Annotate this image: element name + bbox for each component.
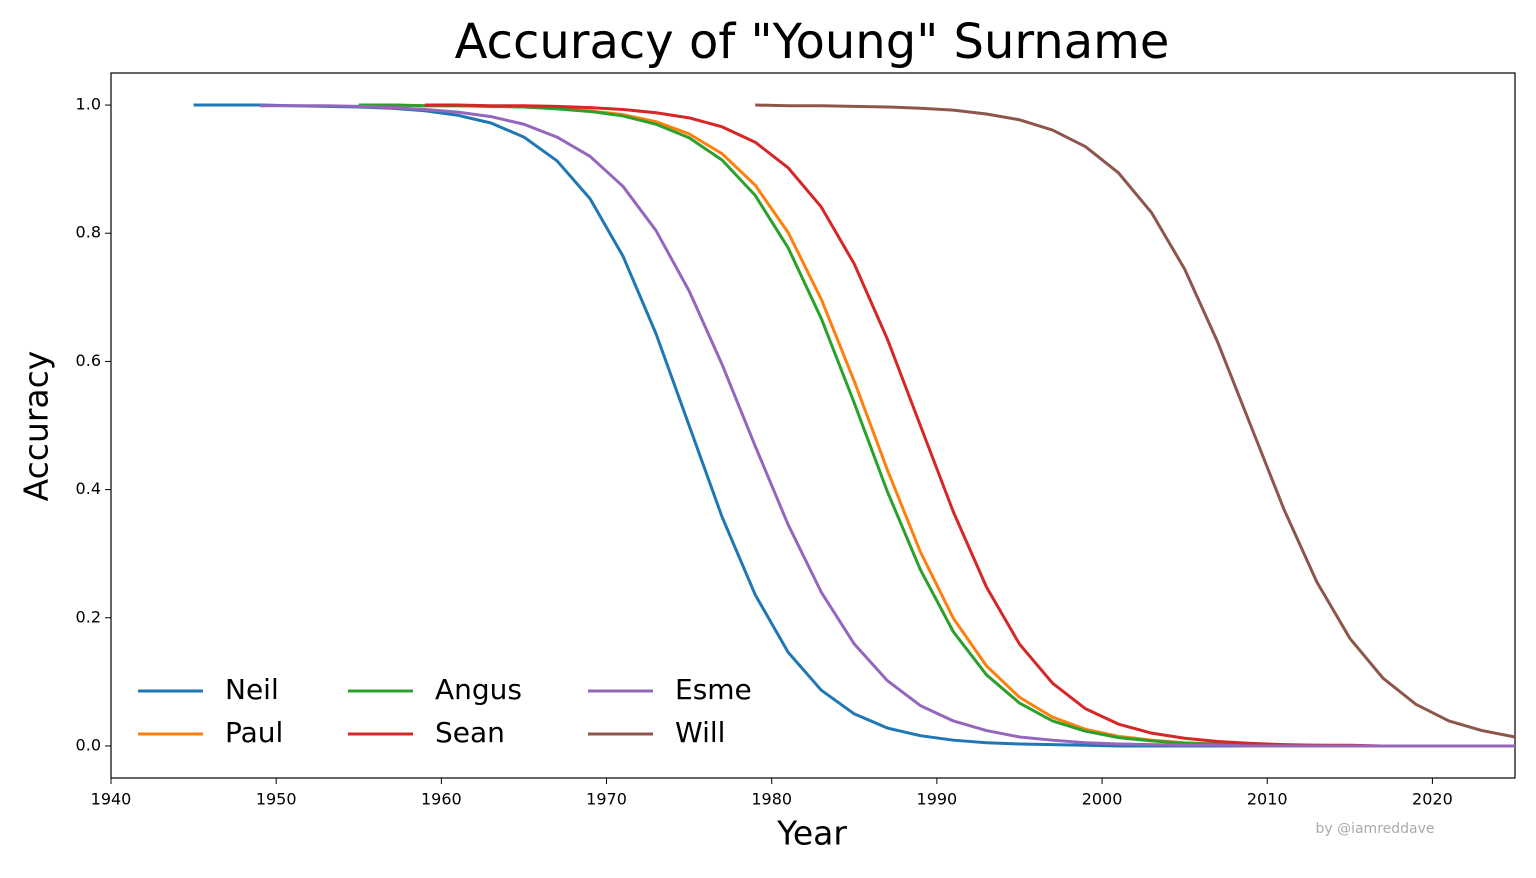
x-tick-label: 1940: [91, 790, 132, 809]
x-tick-label: 2010: [1247, 790, 1288, 809]
x-tick-label: 1970: [586, 790, 627, 809]
x-tick-label: 1980: [751, 790, 792, 809]
y-tick-label: 1.0: [76, 95, 101, 114]
legend-label: Esme: [675, 673, 752, 706]
legend-label: Will: [675, 716, 725, 749]
series-line: [259, 104, 1515, 748]
x-tick-label: 1960: [421, 790, 462, 809]
series-line: [193, 103, 1515, 748]
x-tick-label: 1950: [256, 790, 297, 809]
y-tick-label: 0.4: [76, 479, 101, 498]
legend-label: Angus: [435, 673, 522, 706]
series-line: [755, 103, 1516, 739]
x-tick-label: 2020: [1412, 790, 1453, 809]
y-tick-label: 0.8: [76, 223, 101, 242]
y-tick-label: 0.0: [76, 735, 101, 754]
plot-frame: [110, 72, 1516, 779]
chart-title: Accuracy of "Young" Surname: [455, 14, 1170, 70]
annotation: by @iamreddave: [1315, 821, 1434, 837]
legend-label: Paul: [225, 716, 283, 749]
y-tick-label: 0.6: [76, 351, 101, 370]
x-tick-label: 2000: [1082, 790, 1123, 809]
series-line: [358, 103, 1515, 748]
series-line: [358, 103, 1515, 748]
legend-label: Sean: [435, 716, 505, 749]
series-line: [424, 103, 1515, 748]
y-axis-label: Accuracy: [17, 351, 56, 502]
legend-label: Neil: [225, 673, 279, 706]
x-axis-label: Year: [776, 814, 847, 853]
y-tick-label: 0.2: [76, 607, 101, 626]
x-tick-label: 1990: [917, 790, 958, 809]
